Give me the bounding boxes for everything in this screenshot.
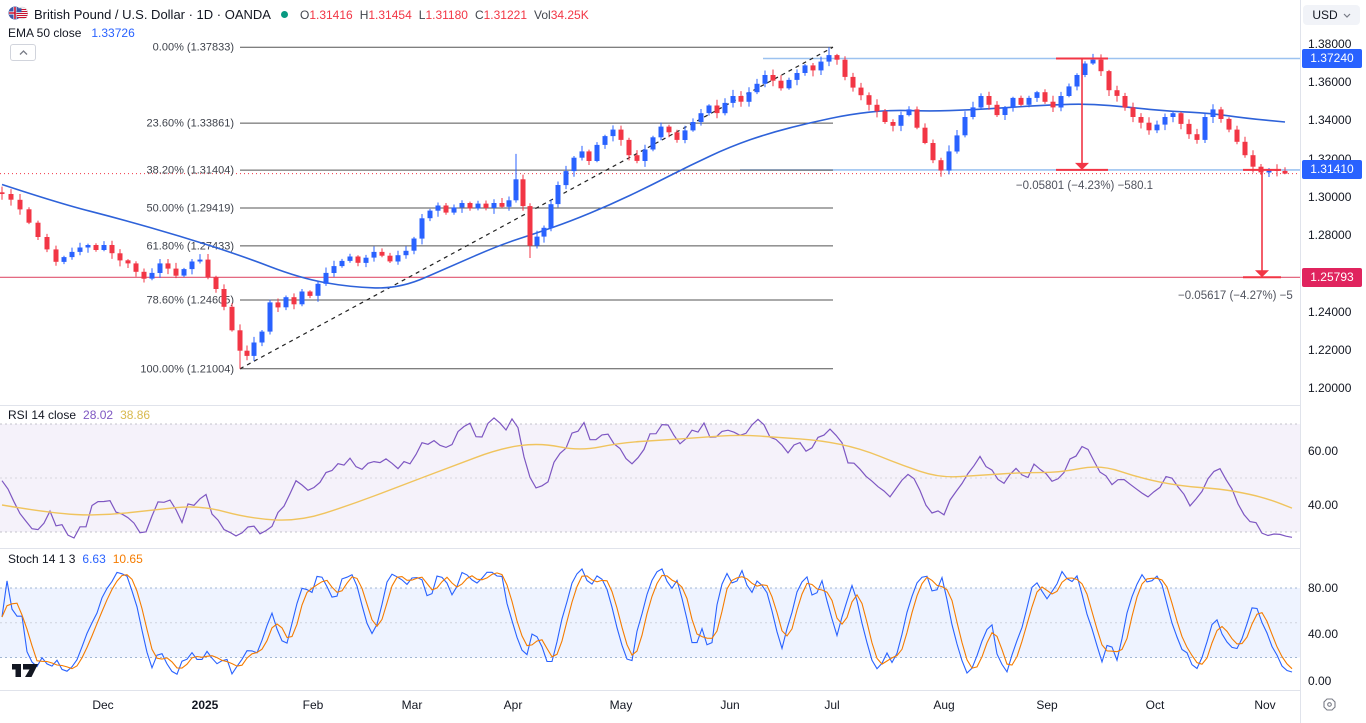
ema-legend-label: EMA 50 close	[8, 26, 82, 40]
close-value: 1.31221	[483, 7, 528, 22]
fib-level-label: 50.00% (1.29419)	[147, 203, 234, 215]
rsi-value: 28.02	[83, 408, 114, 422]
axis-tick: 1.30000	[1308, 189, 1352, 204]
time-tick-aug: Aug	[933, 698, 955, 712]
pane-divider-rsi-stoch[interactable]	[0, 548, 1300, 549]
axis-tick: 40.00	[1308, 498, 1339, 512]
collapse-legend-button[interactable]	[10, 44, 36, 61]
time-tick-nov: Nov	[1254, 698, 1276, 712]
time-tick-may: May	[609, 698, 633, 712]
low-value: 1.31180	[425, 7, 468, 22]
time-tick-oct: Oct	[1145, 698, 1165, 712]
price-axis[interactable]: 1.38000 1.36000 1.34000 1.32000 1.30000 1.280…	[1300, 0, 1366, 723]
rsi-ma-value: 38.86	[120, 408, 151, 422]
axis-tick: 0.00	[1308, 673, 1332, 688]
axis-tick: 1.28000	[1308, 228, 1352, 243]
price-tag-target: 1.25793	[1302, 267, 1362, 287]
axis-tick: 1.24000	[1308, 304, 1352, 319]
axis-tick: 1.38000	[1308, 37, 1352, 51]
tradingview-logo-icon	[12, 664, 38, 677]
time-axis[interactable]: Dec 2025 Feb Mar Apr May Jun Jul Aug Sep Oct Nov	[0, 691, 1300, 723]
high-value: 1.31454	[368, 7, 412, 22]
axis-tick: 1.34000	[1308, 113, 1352, 128]
tradingview-logo[interactable]	[11, 661, 39, 684]
axis-tick: 60.00	[1308, 444, 1339, 458]
chevron-up-icon	[19, 49, 27, 55]
ema-legend-value: 1.33726	[91, 26, 135, 40]
ema-legend-row[interactable]: EMA 50 close 1.33726	[8, 26, 135, 40]
time-tick-dec: Dec	[92, 698, 114, 712]
ohlc-values: O1.31416 H1.31454 L1.31180 C1.31221 Vol3…	[299, 7, 589, 22]
fib-level-label: 61.80% (1.27433)	[147, 240, 234, 252]
currency-selector-button[interactable]: USD	[1303, 5, 1360, 25]
stoch-legend-label: Stoch 14 1 3	[8, 552, 76, 566]
currency-label: USD	[1312, 8, 1338, 22]
axis-tick: 1.20000	[1308, 380, 1352, 395]
time-tick-jun: Jun	[720, 698, 740, 712]
scale-settings-icon[interactable]	[1322, 697, 1337, 717]
measure-label-1: −0.05801 (−4.23%) −580.1	[1015, 180, 1154, 192]
measure-label-2: −0.05617 (−4.27%) −5	[1178, 290, 1293, 302]
rsi-legend-label: RSI 14 close	[8, 408, 77, 422]
symbol-flags-icon	[8, 6, 29, 23]
time-tick-sep: Sep	[1036, 698, 1058, 712]
pane-divider-main-rsi[interactable]	[0, 405, 1300, 406]
axis-tick: 1.36000	[1308, 75, 1352, 90]
price-tag-current-level: 1.31410	[1302, 160, 1362, 180]
market-status-dot	[280, 11, 288, 18]
stoch-d-value: 10.65	[112, 552, 143, 566]
pane-divider-time-axis	[0, 690, 1366, 691]
axis-tick: 40.00	[1308, 627, 1339, 642]
open-value: 1.31416	[309, 7, 353, 22]
fib-level-label: 0.00% (1.37833)	[153, 42, 234, 54]
price-tag-resistance: 1.37240	[1302, 49, 1362, 69]
axis-tick: 80.00	[1308, 581, 1339, 595]
symbol-legend-row[interactable]: British Pound / U.S. Dollar · 1D · OANDA…	[8, 6, 589, 23]
fib-level-label: 100.00% (1.21004)	[140, 363, 234, 375]
symbol-title[interactable]: British Pound / U.S. Dollar · 1D · OANDA	[34, 7, 271, 22]
rsi-legend-row[interactable]: RSI 14 close 28.02 38.86	[8, 408, 150, 422]
stoch-legend-row[interactable]: Stoch 14 1 3 6.63 10.65	[8, 552, 143, 566]
time-tick-feb: Feb	[302, 698, 324, 712]
fib-level-label: 23.60% (1.33861)	[147, 118, 234, 130]
time-tick-mar: Mar	[401, 698, 423, 712]
chevron-down-icon	[1343, 13, 1351, 18]
fib-level-label: 38.20% (1.31404)	[147, 165, 234, 177]
stoch-k-value: 6.63	[82, 552, 106, 566]
time-tick-jul: Jul	[824, 698, 840, 712]
time-tick-apr: Apr	[503, 698, 523, 712]
volume-value: 34.25K	[550, 7, 589, 22]
time-tick-2025: 2025	[191, 698, 219, 712]
axis-tick: 1.22000	[1308, 342, 1352, 357]
fib-level-label: 78.60% (1.24605)	[147, 295, 234, 307]
